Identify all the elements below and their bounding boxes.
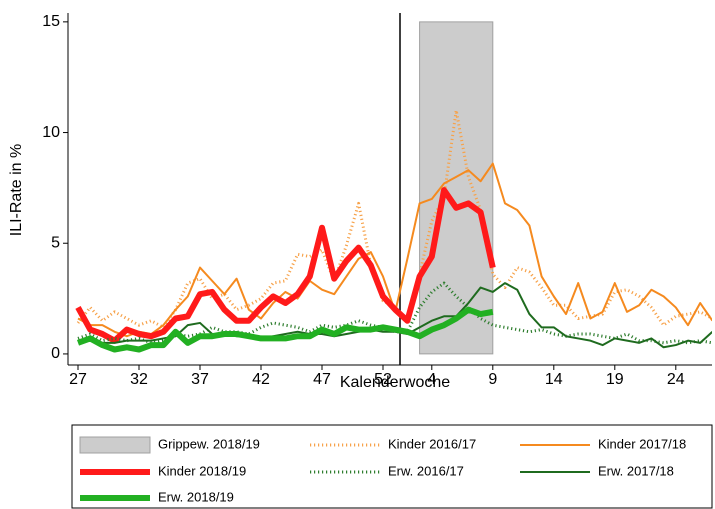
- legend-label: Kinder 2018/19: [158, 463, 246, 478]
- x-tick-label: 37: [191, 371, 209, 388]
- line: [76, 108, 712, 329]
- legend-box: [71, 424, 713, 509]
- y-tick-label: 10: [42, 124, 60, 141]
- legend-label: Erw. 2017/18: [598, 463, 674, 478]
- y-tick-label: 15: [42, 13, 60, 30]
- band: [419, 21, 494, 355]
- x-tick-label: 27: [69, 371, 87, 388]
- x-tick-label: 4: [427, 371, 436, 388]
- legend-label: Kinder 2017/18: [598, 436, 686, 451]
- y-tick-label: 5: [51, 234, 60, 251]
- x-tick-label: 47: [313, 371, 331, 388]
- legend-label: Kinder 2016/17: [388, 436, 476, 451]
- legend-swatch: [79, 436, 151, 454]
- x-tick-label: 24: [667, 371, 685, 388]
- legend-label: Erw. 2018/19: [158, 489, 234, 504]
- y-tick-label: 0: [51, 345, 60, 362]
- y-axis-title: ILI-Rate in %: [8, 144, 25, 236]
- x-tick-label: 14: [545, 371, 563, 388]
- line: [76, 306, 494, 353]
- legend-label: Grippew. 2018/19: [158, 436, 260, 451]
- x-axis-title: Kalenderwoche: [340, 374, 450, 391]
- x-tick-label: 52: [374, 371, 392, 388]
- x-tick-label: 9: [488, 371, 497, 388]
- x-tick-label: 42: [252, 371, 270, 388]
- x-tick-label: 19: [606, 371, 624, 388]
- legend-label: Erw. 2016/17: [388, 463, 464, 478]
- line: [75, 187, 496, 344]
- x-tick-label: 32: [130, 371, 148, 388]
